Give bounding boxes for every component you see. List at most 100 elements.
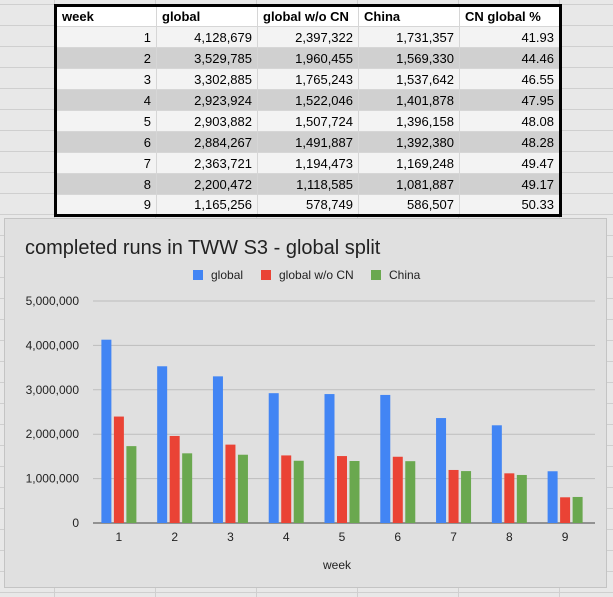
x-tick-label: 6 <box>394 530 401 544</box>
table-cell[interactable]: 1,392,380 <box>358 131 460 153</box>
bar-global-w-o-cn-week-8[interactable] <box>504 473 515 523</box>
table-row: 4 2,923,924 1,522,046 1,401,878 47.95 <box>55 89 561 111</box>
table-row: 9 1,165,256 578,749 586,507 50.33 <box>55 194 561 216</box>
bar-global-week-7[interactable] <box>436 418 447 523</box>
bar-global-w-o-cn-week-1[interactable] <box>113 416 124 523</box>
table-cell[interactable]: 47.95 <box>459 89 561 111</box>
bar-china-week-6[interactable] <box>405 461 416 523</box>
chart-panel[interactable]: completed runs in TWW S3 - global split … <box>4 218 607 588</box>
bar-china-week-8[interactable] <box>516 474 527 523</box>
table-cell[interactable]: 5 <box>55 110 157 132</box>
bar-china-week-7[interactable] <box>461 471 472 523</box>
table-cell[interactable]: 1,507,724 <box>257 110 359 132</box>
table-cell[interactable]: 2,397,322 <box>257 26 359 48</box>
x-tick-label: 5 <box>339 530 346 544</box>
y-tick-label: 3,000,000 <box>26 383 80 397</box>
legend-label[interactable]: global w/o CN <box>279 268 354 282</box>
bar-global-w-o-cn-week-3[interactable] <box>225 444 236 523</box>
bar-global-w-o-cn-week-2[interactable] <box>169 435 180 523</box>
column-header[interactable]: CN global % <box>459 5 561 27</box>
bar-global-week-9[interactable] <box>547 471 558 523</box>
table-cell[interactable]: 44.46 <box>459 47 561 69</box>
table-cell[interactable]: 2 <box>55 47 157 69</box>
table-cell[interactable]: 1,522,046 <box>257 89 359 111</box>
table-cell[interactable]: 48.28 <box>459 131 561 153</box>
column-header[interactable]: global <box>156 5 258 27</box>
x-axis-ticks: 1 2 3 4 5 6 7 8 9 <box>116 530 569 544</box>
legend-label[interactable]: China <box>389 268 421 282</box>
table-body: 1 4,128,679 2,397,322 1,731,357 41.93 2 3,529,… <box>55 26 561 216</box>
table-cell[interactable]: 1,537,642 <box>358 68 460 90</box>
bar-global-week-3[interactable] <box>212 376 223 523</box>
y-tick-label: 2,000,000 <box>26 427 80 441</box>
table-cell[interactable]: 2,903,882 <box>156 110 258 132</box>
bar-global-week-4[interactable] <box>268 393 279 523</box>
table-cell[interactable]: 2,363,721 <box>156 152 258 174</box>
legend-swatch <box>371 270 381 280</box>
table-cell[interactable]: 1,396,158 <box>358 110 460 132</box>
table-cell[interactable]: 49.47 <box>459 152 561 174</box>
table-row: 6 2,884,267 1,491,887 1,392,380 48.28 <box>55 131 561 153</box>
table-cell[interactable]: 1,569,330 <box>358 47 460 69</box>
table-cell[interactable]: 2,923,924 <box>156 89 258 111</box>
column-header[interactable]: week <box>55 5 157 27</box>
table-cell[interactable]: 3 <box>55 68 157 90</box>
bar-global-w-o-cn-week-7[interactable] <box>448 469 459 523</box>
table-cell[interactable]: 48.08 <box>459 110 561 132</box>
bar-global-week-5[interactable] <box>324 394 335 523</box>
table-cell[interactable]: 1,765,243 <box>257 68 359 90</box>
table-cell[interactable]: 1,165,256 <box>156 194 258 216</box>
legend-swatch <box>193 270 203 280</box>
bar-global-w-o-cn-week-9[interactable] <box>560 497 571 523</box>
table-cell[interactable]: 7 <box>55 152 157 174</box>
table-cell[interactable]: 1,194,473 <box>257 152 359 174</box>
bar-global-week-2[interactable] <box>157 366 168 523</box>
table-cell[interactable]: 41.93 <box>459 26 561 48</box>
table-cell[interactable]: 1,401,878 <box>358 89 460 111</box>
table-cell[interactable]: 1,169,248 <box>358 152 460 174</box>
table-cell[interactable]: 9 <box>55 194 157 216</box>
bar-global-w-o-cn-week-6[interactable] <box>392 456 403 523</box>
table-cell[interactable]: 6 <box>55 131 157 153</box>
table-cell[interactable]: 586,507 <box>358 194 460 216</box>
bar-global-w-o-cn-week-4[interactable] <box>281 455 292 523</box>
table-cell[interactable]: 2,200,472 <box>156 173 258 195</box>
bar-chart[interactable]: completed runs in TWW S3 - global split … <box>5 219 608 589</box>
table-cell[interactable]: 1,491,887 <box>257 131 359 153</box>
bar-global-w-o-cn-week-5[interactable] <box>337 456 347 523</box>
data-table: week global global w/o CN China CN global % … <box>54 4 562 217</box>
column-header[interactable]: global w/o CN <box>257 5 359 27</box>
bar-china-week-9[interactable] <box>572 496 583 523</box>
bar-china-week-4[interactable] <box>293 460 304 523</box>
column-header[interactable]: China <box>358 5 460 27</box>
chart-legend[interactable]: global global w/o CN China <box>193 268 421 282</box>
x-axis-title: week <box>322 558 352 572</box>
table-cell[interactable]: 1,081,887 <box>358 173 460 195</box>
y-axis-ticks: 0 1,000,000 2,000,000 3,000,000 4,000,000 5,0… <box>26 294 80 530</box>
table-cell[interactable]: 3,529,785 <box>156 47 258 69</box>
x-tick-label: 1 <box>116 530 123 544</box>
table-cell[interactable]: 46.55 <box>459 68 561 90</box>
bar-china-week-1[interactable] <box>126 446 137 523</box>
table-header-row: week global global w/o CN China CN global % <box>55 5 561 27</box>
bar-china-week-2[interactable] <box>182 453 193 523</box>
bar-global-week-6[interactable] <box>380 394 391 523</box>
table-cell[interactable]: 1,118,585 <box>257 173 359 195</box>
bar-global-week-8[interactable] <box>491 425 502 523</box>
legend-label[interactable]: global <box>211 268 243 282</box>
table-cell[interactable]: 1,960,455 <box>257 47 359 69</box>
table-cell[interactable]: 4 <box>55 89 157 111</box>
table-cell[interactable]: 578,749 <box>257 194 359 216</box>
table-cell[interactable]: 1 <box>55 26 157 48</box>
table-cell[interactable]: 4,128,679 <box>156 26 258 48</box>
table-cell[interactable]: 49.17 <box>459 173 561 195</box>
table-cell[interactable]: 2,884,267 <box>156 131 258 153</box>
bar-china-week-3[interactable] <box>237 454 248 523</box>
table-cell[interactable]: 3,302,885 <box>156 68 258 90</box>
table-cell[interactable]: 8 <box>55 173 157 195</box>
bar-china-week-5[interactable] <box>349 461 360 523</box>
x-tick-label: 7 <box>450 530 457 544</box>
bar-global-week-1[interactable] <box>101 339 112 523</box>
table-cell[interactable]: 1,731,357 <box>358 26 460 48</box>
table-cell[interactable]: 50.33 <box>459 194 561 216</box>
